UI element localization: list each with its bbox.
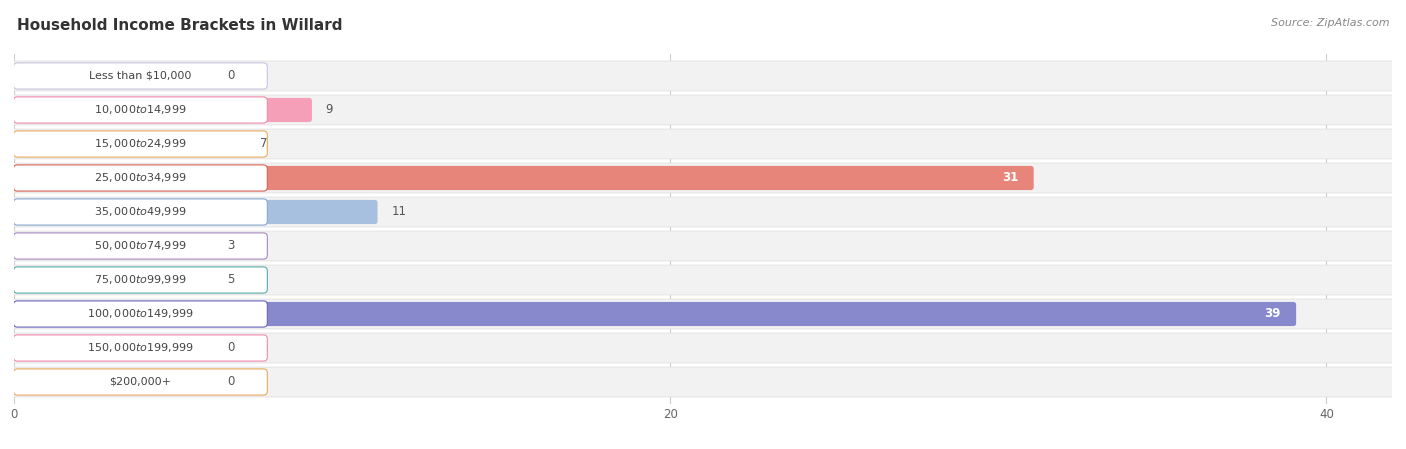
Text: 3: 3: [228, 239, 235, 252]
Text: $75,000 to $99,999: $75,000 to $99,999: [94, 273, 187, 286]
Text: 0: 0: [228, 70, 235, 83]
FancyBboxPatch shape: [14, 335, 267, 361]
Text: 9: 9: [326, 103, 333, 116]
FancyBboxPatch shape: [11, 302, 1296, 326]
FancyBboxPatch shape: [14, 199, 267, 225]
FancyBboxPatch shape: [11, 234, 214, 258]
Text: $200,000+: $200,000+: [110, 377, 172, 387]
FancyBboxPatch shape: [14, 165, 267, 191]
FancyBboxPatch shape: [11, 336, 214, 360]
Text: Less than $10,000: Less than $10,000: [89, 71, 191, 81]
Text: 11: 11: [391, 206, 406, 219]
FancyBboxPatch shape: [11, 231, 1395, 261]
FancyBboxPatch shape: [11, 132, 246, 156]
FancyBboxPatch shape: [11, 166, 1033, 190]
Text: 7: 7: [260, 137, 267, 150]
FancyBboxPatch shape: [11, 64, 214, 88]
FancyBboxPatch shape: [11, 268, 214, 292]
FancyBboxPatch shape: [11, 299, 1395, 329]
Text: 0: 0: [228, 342, 235, 355]
FancyBboxPatch shape: [11, 98, 312, 122]
FancyBboxPatch shape: [11, 95, 1395, 125]
Text: $25,000 to $34,999: $25,000 to $34,999: [94, 172, 187, 185]
FancyBboxPatch shape: [11, 129, 1395, 159]
FancyBboxPatch shape: [11, 333, 1395, 363]
FancyBboxPatch shape: [14, 97, 267, 123]
FancyBboxPatch shape: [11, 200, 378, 224]
FancyBboxPatch shape: [11, 61, 1395, 91]
Text: 31: 31: [1001, 172, 1018, 185]
Text: 39: 39: [1264, 308, 1281, 321]
FancyBboxPatch shape: [14, 369, 267, 395]
FancyBboxPatch shape: [11, 265, 1395, 295]
FancyBboxPatch shape: [14, 233, 267, 259]
Text: Household Income Brackets in Willard: Household Income Brackets in Willard: [17, 18, 343, 33]
Text: $100,000 to $149,999: $100,000 to $149,999: [87, 308, 194, 321]
FancyBboxPatch shape: [14, 301, 267, 327]
FancyBboxPatch shape: [11, 367, 1395, 397]
FancyBboxPatch shape: [11, 370, 214, 394]
Text: $150,000 to $199,999: $150,000 to $199,999: [87, 342, 194, 355]
Text: 5: 5: [228, 273, 235, 286]
Text: 0: 0: [228, 375, 235, 388]
Text: $50,000 to $74,999: $50,000 to $74,999: [94, 239, 187, 252]
Text: Source: ZipAtlas.com: Source: ZipAtlas.com: [1271, 18, 1389, 28]
Text: $15,000 to $24,999: $15,000 to $24,999: [94, 137, 187, 150]
FancyBboxPatch shape: [14, 267, 267, 293]
Text: $35,000 to $49,999: $35,000 to $49,999: [94, 206, 187, 219]
FancyBboxPatch shape: [14, 131, 267, 157]
FancyBboxPatch shape: [11, 197, 1395, 227]
FancyBboxPatch shape: [14, 63, 267, 89]
Text: $10,000 to $14,999: $10,000 to $14,999: [94, 103, 187, 116]
FancyBboxPatch shape: [11, 163, 1395, 193]
